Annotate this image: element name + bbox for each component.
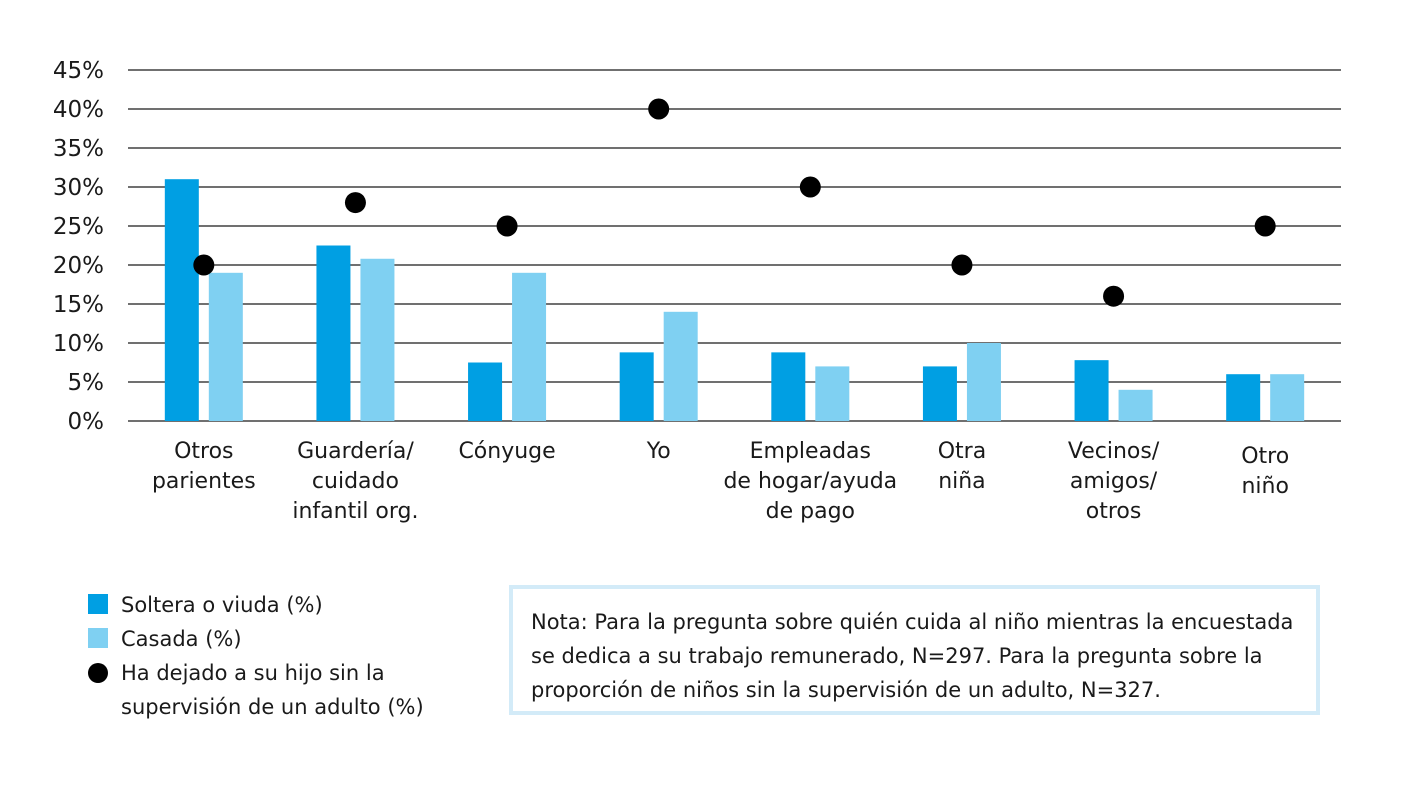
legend-label-unsupervised-line-1: Ha dejado a su hijo sin la [121, 661, 385, 685]
legend-item-married: Casada (%) [88, 622, 488, 656]
dot-unsupervised [344, 192, 366, 214]
x-category-label-line: parientes [152, 469, 256, 494]
x-category-label-line: cuidado [312, 469, 399, 494]
bars [164, 179, 1305, 421]
legend-swatch-unsupervised [88, 663, 108, 683]
bar-married [512, 272, 547, 421]
bar-married [360, 258, 395, 421]
bar-single [468, 362, 503, 421]
legend-label-married: Casada (%) [121, 627, 242, 651]
y-tick-label: 5% [68, 370, 105, 396]
x-category-label-line: Otros [174, 439, 233, 464]
note-line-1: Nota: Para la pregunta sobre quién cuida… [531, 610, 1294, 634]
bar-single [1226, 374, 1261, 421]
x-category-label: Empleadas de hogar/ayuda de pago [723, 439, 897, 524]
y-tick-label: 0% [68, 409, 105, 435]
x-category-label-line: niño [1241, 474, 1288, 499]
note-line-2: se dedica a su trabajo remunerado, N=297… [531, 644, 1263, 668]
legend-item-single: Soltera o viuda (%) [88, 588, 488, 622]
legend-label-single: Soltera o viuda (%) [121, 593, 323, 617]
x-category-label-line: Guardería/ [297, 439, 414, 464]
x-category-label-line: Yo [646, 439, 671, 464]
x-category-label-line: Empleadas [750, 439, 871, 464]
y-tick-label: 45% [53, 58, 104, 84]
x-category-label: Otro niño [1241, 444, 1289, 499]
note-box: Nota: Para la pregunta sobre quién cuida… [509, 585, 1320, 715]
dot-unsupervised [799, 176, 821, 198]
x-category-label-line: otros [1086, 499, 1142, 524]
x-category-label: Yo [646, 439, 671, 464]
x-category-label-line: de pago [766, 499, 855, 524]
x-category-label-line: de hogar/ayuda [723, 469, 897, 494]
bar-married [1118, 389, 1153, 421]
legend-label-unsupervised-line-2: supervisión de un adulto (%) [121, 695, 424, 719]
chart: 0% 5% 10% 15% 20% 25% 30% 35% 40% 45% Otros parien… [53, 58, 1341, 524]
x-category-label-line: Otra [938, 439, 986, 464]
bar-married [966, 343, 1001, 421]
y-tick-label: 40% [53, 97, 104, 123]
bar-single [164, 179, 199, 421]
y-tick-label: 25% [53, 214, 104, 240]
bar-married [815, 366, 850, 421]
dot-unsupervised [1103, 285, 1125, 307]
x-category-label: Otra niña [938, 439, 986, 494]
bar-married [663, 311, 698, 421]
x-category-label-line: Otro [1241, 444, 1289, 469]
x-category-label-line: infantil org. [292, 499, 418, 524]
dot-unsupervised [1254, 215, 1276, 237]
bar-single [922, 366, 957, 421]
grid-lines [128, 69, 1341, 422]
x-category-label: Guardería/cuidado infantil org. [292, 439, 418, 524]
dot-unsupervised [496, 215, 518, 237]
legend-swatch-married [88, 628, 108, 648]
x-category-label: Vecinos/amigos/otros [1068, 439, 1160, 524]
legend-item-unsupervised: Ha dejado a su hijo sin la supervisión d… [88, 656, 488, 724]
bar-married [1270, 374, 1305, 421]
x-category-label: Cónyuge [458, 439, 555, 464]
y-tick-label: 35% [53, 136, 104, 162]
x-category-label-line: amigos/ [1070, 469, 1158, 494]
x-category-label: Otros parientes [152, 439, 256, 494]
y-tick-label: 10% [53, 331, 104, 357]
bar-single [316, 245, 351, 421]
bar-single [619, 352, 654, 421]
dots [193, 98, 1276, 307]
x-category-label-line: niña [938, 469, 985, 494]
x-axis-labels: Otros parientes Guardería/cuidado infantil … [152, 439, 1289, 524]
bar-single [1074, 360, 1109, 421]
bar-single [771, 352, 806, 421]
x-category-label-line: Cónyuge [458, 439, 555, 464]
dot-unsupervised [951, 254, 973, 276]
y-tick-label: 20% [53, 253, 104, 279]
legend: Soltera o viuda (%) Casada (%) Ha dejado… [88, 588, 488, 724]
y-tick-label: 30% [53, 175, 104, 201]
y-axis-ticks: 0% 5% 10% 15% 20% 25% 30% 35% 40% 45% [53, 58, 104, 435]
note-line-3: proporción de niños sin la supervisión d… [531, 678, 1161, 702]
legend-swatch-single [88, 594, 108, 614]
dot-unsupervised [648, 98, 670, 120]
dot-unsupervised [193, 254, 215, 276]
y-tick-label: 15% [53, 292, 104, 318]
bar-married [208, 272, 243, 421]
x-category-label-line: Vecinos/ [1068, 439, 1160, 464]
